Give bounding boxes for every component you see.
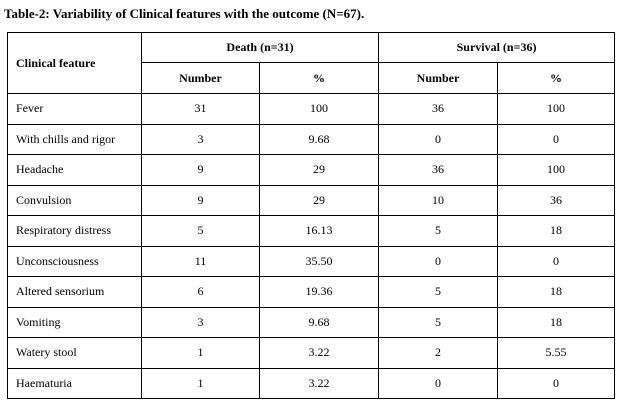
- feature-cell: Haematuria: [7, 367, 142, 399]
- table-row: Vomiting 3 9.68 5 18: [7, 306, 616, 338]
- survival-percent-cell: 18: [497, 215, 616, 247]
- survival-percent-cell: 100: [497, 154, 616, 186]
- death-percent-header: %: [258, 62, 380, 94]
- survival-number-cell: 5: [378, 306, 499, 338]
- table-row: Convulsion 9 29 10 36: [7, 184, 616, 216]
- group-header-row: Clinical feature Death (n=31) Survival (…: [7, 32, 616, 94]
- table-row: Altered sensorium 6 19.36 5 18: [7, 276, 616, 308]
- death-number-cell: 1: [141, 337, 260, 369]
- feature-cell: With chills and rigor: [7, 123, 142, 155]
- death-number-cell: 31: [141, 93, 260, 125]
- survival-percent-header: %: [497, 62, 616, 94]
- death-percent-cell: 16.13: [258, 215, 380, 247]
- survival-number-header: Number: [378, 62, 499, 94]
- death-percent-cell: 3.22: [258, 367, 380, 399]
- feature-cell: Watery stool: [7, 337, 142, 369]
- death-percent-cell: 35.50: [258, 245, 380, 277]
- table-caption: Table-2: Variability of Clinical feature…: [4, 6, 365, 21]
- table-row: Haematuria 1 3.22 0 0: [7, 367, 616, 399]
- feature-cell: Convulsion: [7, 184, 142, 216]
- feature-cell: Fever: [7, 93, 142, 125]
- feature-cell: Altered sensorium: [7, 276, 142, 308]
- clinical-feature-header: Clinical feature: [7, 32, 142, 94]
- survival-percent-cell: 5.55: [497, 337, 616, 369]
- death-percent-cell: 9.68: [258, 123, 380, 155]
- table-row: With chills and rigor 3 9.68 0 0: [7, 123, 616, 155]
- survival-percent-cell: 0: [497, 245, 616, 277]
- survival-percent-cell: 0: [497, 123, 616, 155]
- table-row: Watery stool 1 3.22 2 5.55: [7, 337, 616, 369]
- survival-number-cell: 36: [378, 154, 499, 186]
- survival-number-cell: 0: [378, 367, 499, 399]
- table-row: Respiratory distress 5 16.13 5 18: [7, 215, 616, 247]
- table-row: Unconsciousness 11 35.50 0 0: [7, 245, 616, 277]
- death-number-cell: 9: [141, 154, 260, 186]
- feature-cell: Respiratory distress: [7, 215, 142, 247]
- survival-number-cell: 5: [378, 276, 499, 308]
- survival-group-header: Survival (n=36): [378, 32, 616, 63]
- survival-number-cell: 36: [378, 93, 499, 125]
- survival-number-cell: 2: [378, 337, 499, 369]
- death-percent-cell: 3.22: [258, 337, 380, 369]
- death-percent-cell: 100: [258, 93, 380, 125]
- death-number-header: Number: [141, 62, 260, 94]
- survival-number-cell: 0: [378, 245, 499, 277]
- death-percent-cell: 29: [258, 184, 380, 216]
- death-number-cell: 3: [141, 123, 260, 155]
- survival-percent-cell: 36: [497, 184, 616, 216]
- death-percent-cell: 9.68: [258, 306, 380, 338]
- survival-percent-cell: 100: [497, 93, 616, 125]
- survival-percent-cell: 18: [497, 276, 616, 308]
- feature-cell: Headache: [7, 154, 142, 186]
- survival-percent-cell: 18: [497, 306, 616, 338]
- survival-number-cell: 5: [378, 215, 499, 247]
- feature-cell: Vomiting: [7, 306, 142, 338]
- death-number-cell: 3: [141, 306, 260, 338]
- death-percent-cell: 29: [258, 154, 380, 186]
- table-row: Fever 31 100 36 100: [7, 93, 616, 125]
- death-percent-cell: 19.36: [258, 276, 380, 308]
- survival-number-cell: 0: [378, 123, 499, 155]
- death-number-cell: 6: [141, 276, 260, 308]
- death-number-cell: 5: [141, 215, 260, 247]
- death-number-cell: 1: [141, 367, 260, 399]
- feature-cell: Unconsciousness: [7, 245, 142, 277]
- sub-header-row: Number % Number %: [8, 62, 616, 94]
- survival-number-cell: 10: [378, 184, 499, 216]
- survival-percent-cell: 0: [497, 367, 616, 399]
- clinical-features-table: Clinical feature Death (n=31) Survival (…: [7, 32, 616, 399]
- death-number-cell: 11: [141, 245, 260, 277]
- death-group-header: Death (n=31): [140, 32, 380, 63]
- death-number-cell: 9: [141, 184, 260, 216]
- table-row: Headache 9 29 36 100: [7, 154, 616, 186]
